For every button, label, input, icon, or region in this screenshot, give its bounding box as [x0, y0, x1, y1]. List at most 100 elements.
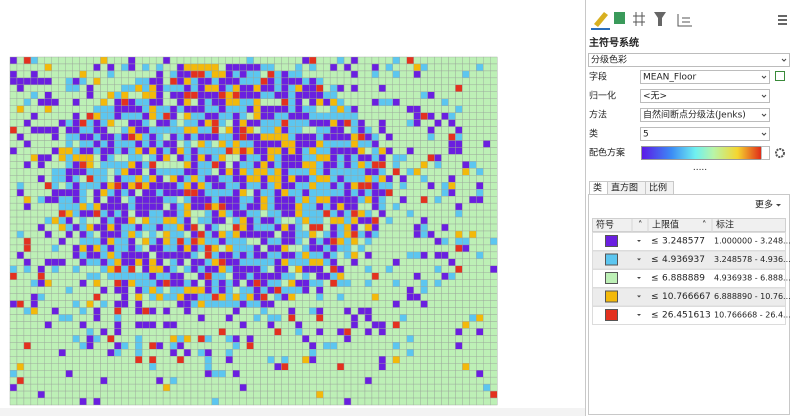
map-cell [148, 383, 157, 392]
map-cell [448, 63, 456, 72]
map-cell [302, 321, 310, 329]
map-cell [253, 70, 261, 79]
map-cell [79, 300, 87, 308]
map-cell [483, 209, 491, 218]
map-cell [114, 370, 122, 378]
map-cell [23, 202, 32, 211]
map-cell [420, 286, 428, 294]
map-cell [9, 307, 18, 315]
class-swatch[interactable] [605, 290, 618, 303]
map-cell [469, 356, 477, 364]
map-cell [93, 272, 101, 280]
map-cell [260, 209, 268, 218]
map-cell [336, 216, 345, 225]
field-value: 5 [643, 130, 649, 140]
map-cell [420, 272, 428, 280]
map-cell [260, 119, 268, 127]
map-cell [420, 84, 428, 92]
map-cell [79, 154, 87, 162]
map-cell [316, 140, 324, 148]
tool-icon[interactable] [677, 14, 692, 27]
map-cell [323, 349, 331, 357]
map-cell [295, 175, 303, 183]
tool-icon[interactable] [633, 12, 645, 26]
map-cell [93, 175, 101, 183]
more-button[interactable]: 更多 [755, 199, 773, 211]
map-cell [267, 140, 275, 148]
map-cell [30, 119, 39, 127]
map-cell [490, 286, 498, 294]
map-cell [114, 63, 122, 72]
map-cell [65, 147, 73, 155]
class-swatch[interactable] [605, 253, 618, 266]
map-cell [399, 112, 407, 120]
map-cell [302, 182, 310, 190]
map-cell [392, 91, 400, 99]
map-cell [371, 154, 380, 162]
field-dropdown[interactable] [640, 108, 770, 122]
map-cell [72, 383, 80, 392]
map-cell [169, 112, 178, 120]
upper-op: ≤ [651, 255, 659, 265]
map-cell [44, 202, 52, 211]
map-cell [288, 251, 296, 260]
tool-icon[interactable] [614, 12, 625, 24]
map-cell [79, 112, 87, 120]
map-cell [239, 328, 247, 336]
map-cell [72, 112, 80, 120]
map-cell [288, 140, 296, 148]
map-cell [58, 182, 66, 190]
map-cell [434, 140, 442, 148]
map-cell [93, 223, 101, 232]
field-dropdown[interactable] [640, 89, 770, 103]
class-row[interactable] [592, 306, 786, 325]
settings-icon[interactable] [775, 148, 785, 158]
menu-icon[interactable] [778, 15, 787, 25]
class-swatch[interactable] [605, 272, 618, 284]
field-icon[interactable] [775, 71, 785, 81]
map-cell [65, 349, 73, 357]
map-cell [323, 168, 331, 176]
pane-toolbar[interactable] [591, 12, 787, 30]
map-cell [239, 300, 247, 308]
map-cell [190, 112, 199, 120]
map-cell [246, 161, 254, 169]
map-cell [148, 307, 157, 315]
color-ramp[interactable] [641, 146, 762, 160]
map-cell [357, 77, 366, 86]
map-cell [253, 342, 261, 350]
map-cell [44, 230, 52, 239]
tool-icon[interactable] [654, 12, 666, 26]
map-cell [274, 328, 282, 336]
map-cell [253, 182, 261, 190]
renderer-dropdown[interactable] [588, 53, 790, 67]
tool-icon[interactable] [594, 12, 608, 27]
map-cell [476, 307, 484, 315]
map-cell [490, 56, 498, 65]
map-cell [218, 168, 226, 176]
class-swatch[interactable] [605, 309, 618, 321]
map-cell [37, 370, 46, 378]
map-cell [406, 307, 414, 315]
map-cell [267, 209, 275, 218]
map-cell [309, 133, 317, 141]
map-cell [302, 390, 310, 399]
map-cell [162, 328, 171, 336]
map-cell [23, 63, 32, 72]
map-cell [246, 349, 254, 357]
map-cell [385, 77, 393, 86]
map-cell [239, 342, 247, 350]
class-swatch[interactable] [605, 235, 618, 247]
map-cell [218, 397, 226, 406]
ramp-dropdown[interactable] [761, 146, 770, 160]
map-cell [246, 119, 254, 127]
field-dropdown[interactable] [640, 127, 770, 141]
map-cell [378, 272, 387, 280]
map-cell [162, 91, 171, 99]
map-cell [469, 70, 477, 79]
map-cell [434, 202, 442, 211]
map-cell [197, 91, 206, 99]
map-cell [65, 237, 73, 246]
map-cell [267, 376, 275, 385]
field-dropdown[interactable] [640, 70, 770, 84]
